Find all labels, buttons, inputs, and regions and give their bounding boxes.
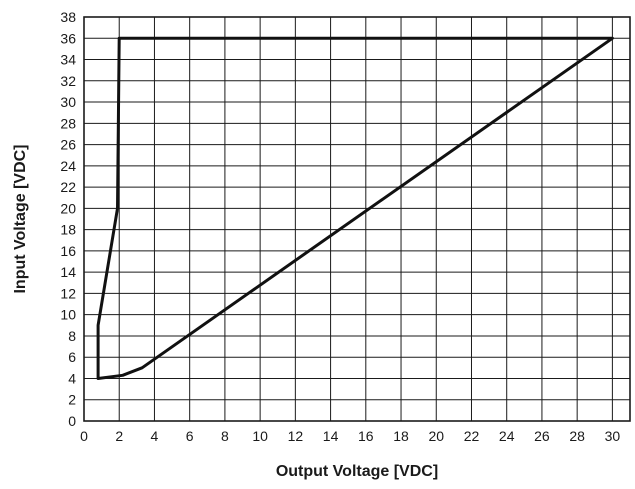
y-tick-label: 38 — [60, 9, 76, 25]
y-tick-label: 10 — [60, 307, 76, 323]
x-tick-label: 6 — [186, 428, 194, 444]
y-tick-label: 12 — [60, 285, 76, 301]
y-tick-label: 18 — [60, 222, 76, 238]
x-tick-label: 10 — [252, 428, 268, 444]
y-tick-label: 36 — [60, 30, 76, 46]
x-tick-label: 30 — [605, 428, 621, 444]
y-tick-label: 26 — [60, 137, 76, 153]
y-tick-label: 16 — [60, 243, 76, 259]
x-axis-title: Output Voltage [VDC] — [276, 463, 438, 480]
x-tick-label: 16 — [358, 428, 374, 444]
x-tick-label: 20 — [428, 428, 444, 444]
series-layer — [96, 36, 614, 380]
y-tick-label: 14 — [60, 264, 76, 280]
x-tick-label: 2 — [115, 428, 123, 444]
x-tick-label: 4 — [151, 428, 159, 444]
y-tick-label: 32 — [60, 73, 76, 89]
y-tick-label: 6 — [68, 349, 76, 365]
x-tick-label: 14 — [323, 428, 339, 444]
y-tick-label: 30 — [60, 94, 76, 110]
x-tick-label: 18 — [393, 428, 409, 444]
y-axis-title: Input Voltage [VDC] — [12, 144, 29, 293]
x-axis-ticks: 0 2 4 6 8 10 12 14 16 18 20 22 24 26 28 30 — [80, 428, 620, 444]
y-tick-label: 4 — [68, 370, 76, 386]
series-line — [96, 36, 614, 380]
y-tick-label: 24 — [60, 158, 76, 174]
x-tick-label: 28 — [569, 428, 585, 444]
x-tick-label: 24 — [499, 428, 515, 444]
x-tick-label: 26 — [534, 428, 550, 444]
y-tick-label: 22 — [60, 179, 76, 195]
y-tick-label: 8 — [68, 328, 76, 344]
y-tick-label: 0 — [68, 413, 76, 429]
y-tick-label: 34 — [60, 52, 76, 68]
x-tick-label: 22 — [464, 428, 480, 444]
grid — [83, 16, 630, 422]
y-tick-label: 28 — [60, 115, 76, 131]
x-tick-label: 0 — [80, 428, 88, 444]
y-tick-label: 20 — [60, 200, 76, 216]
y-tick-label: 2 — [68, 392, 76, 408]
x-tick-label: 12 — [288, 428, 304, 444]
x-tick-label: 8 — [221, 428, 229, 444]
plot-frame — [83, 16, 631, 422]
